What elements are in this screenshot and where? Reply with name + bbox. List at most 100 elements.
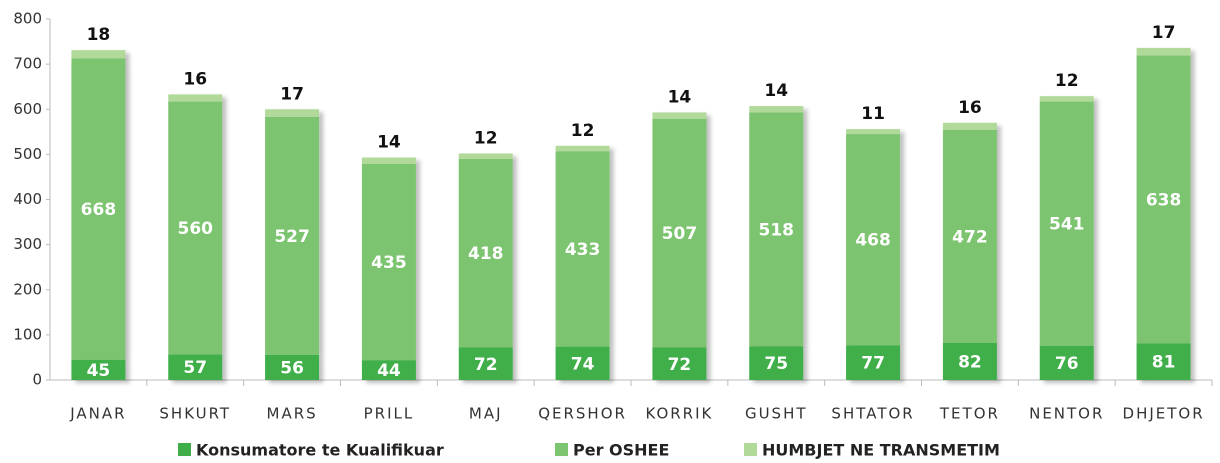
bar-segment (168, 354, 223, 380)
data-label: 560 (178, 219, 214, 239)
bar-segment (942, 122, 997, 131)
bar-stack (846, 129, 901, 380)
bar-stack (71, 50, 126, 380)
bar-segment (652, 118, 707, 348)
bar-segment (265, 109, 320, 117)
data-label: 507 (662, 224, 698, 244)
bar-stack (1039, 96, 1094, 380)
x-tick-label: JANAR (69, 405, 126, 423)
bar-segment (652, 112, 707, 119)
data-label: 11 (861, 104, 885, 124)
x-tick-label: GUSHT (745, 405, 808, 423)
bar-segment (555, 151, 610, 347)
data-label: 12 (571, 121, 595, 141)
bar-segment (555, 145, 610, 152)
x-tick-label: PRILL (364, 405, 415, 423)
data-label: 16 (958, 98, 982, 118)
bar-segment (458, 158, 513, 348)
bar-segment (846, 345, 901, 380)
bar-segment (749, 112, 804, 347)
y-tick-label: 800 (13, 10, 42, 28)
bar-segment (1039, 345, 1094, 380)
bar-stack (942, 122, 997, 380)
x-tick-label: DHJETOR (1123, 405, 1205, 423)
data-label: 14 (668, 87, 692, 107)
data-label: 638 (1146, 191, 1182, 211)
data-label: 45 (87, 361, 111, 381)
data-label: 56 (280, 358, 304, 378)
y-tick-label: 600 (13, 100, 42, 118)
data-label: 77 (861, 354, 885, 374)
data-label: 472 (952, 228, 988, 248)
bar-stack (265, 109, 320, 380)
data-label: 12 (1055, 71, 1079, 91)
bar-segment (168, 101, 223, 355)
data-label: 433 (565, 240, 601, 260)
bar-segment (265, 354, 320, 380)
bar-stack (361, 157, 416, 380)
data-label: 17 (280, 84, 304, 104)
legend-label: Per OSHEE (573, 441, 669, 460)
y-tick-label: 200 (13, 280, 42, 298)
data-label: 527 (274, 227, 310, 247)
bar-segment (749, 106, 804, 113)
bar-segment (942, 130, 997, 343)
y-tick-label: 0 (32, 371, 42, 389)
data-label: 75 (764, 354, 788, 374)
data-label: 44 (377, 361, 401, 381)
y-tick-label: 700 (13, 55, 42, 73)
bar-stack (1136, 47, 1191, 380)
bar-segment (168, 94, 223, 102)
x-tick-label: SHTATOR (831, 405, 914, 423)
data-label: 14 (764, 81, 788, 101)
data-label: 82 (958, 352, 982, 372)
data-label: 74 (571, 354, 595, 374)
y-tick-label: 500 (13, 145, 42, 163)
data-label: 57 (183, 358, 207, 378)
x-tick-label: MAJ (469, 405, 503, 423)
data-label: 418 (468, 244, 504, 264)
bar-segment (942, 342, 997, 380)
data-label: 72 (474, 355, 498, 375)
x-tick-label: QERSHOR (538, 405, 627, 423)
data-label: 72 (668, 355, 692, 375)
bar-segment (1136, 47, 1191, 56)
bar-segment (846, 134, 901, 346)
data-label: 76 (1055, 354, 1079, 374)
bar-segment (458, 347, 513, 380)
data-label: 18 (87, 25, 111, 45)
legend-label: HUMBJET NE TRANSMETIM (762, 441, 1000, 460)
legend-label: Konsumatore te Kualifikuar (196, 441, 444, 460)
x-tick-label: TETOR (939, 405, 1000, 423)
bar-stack (555, 145, 610, 380)
bar-segment (361, 163, 416, 361)
data-label: 16 (183, 69, 207, 89)
data-label: 468 (855, 231, 891, 251)
y-tick-label: 300 (13, 235, 42, 253)
data-label: 17 (1152, 23, 1176, 43)
bar-stack (652, 112, 707, 380)
data-label: 81 (1152, 353, 1176, 373)
data-label: 541 (1049, 215, 1085, 235)
legend-swatch (178, 443, 191, 456)
y-tick-label: 400 (13, 190, 42, 208)
bar-segment (749, 346, 804, 380)
y-tick-label: 100 (13, 325, 42, 343)
bar-segment (361, 360, 416, 380)
data-label: 435 (371, 253, 407, 273)
bar-segment (555, 346, 610, 380)
bar-segment (71, 359, 126, 380)
bar-segment (265, 116, 320, 355)
bar-segment (1136, 343, 1191, 380)
bar-stack (749, 106, 804, 380)
x-tick-label: NENTOR (1029, 405, 1104, 423)
x-tick-label: SHKURT (159, 405, 231, 423)
bar-segment (846, 129, 901, 135)
data-label: 518 (759, 220, 795, 240)
bar-segment (71, 58, 126, 360)
bar-segment (71, 50, 126, 59)
bar-stack (458, 153, 513, 380)
bar-segment (1039, 96, 1094, 102)
data-label: 668 (81, 200, 117, 220)
